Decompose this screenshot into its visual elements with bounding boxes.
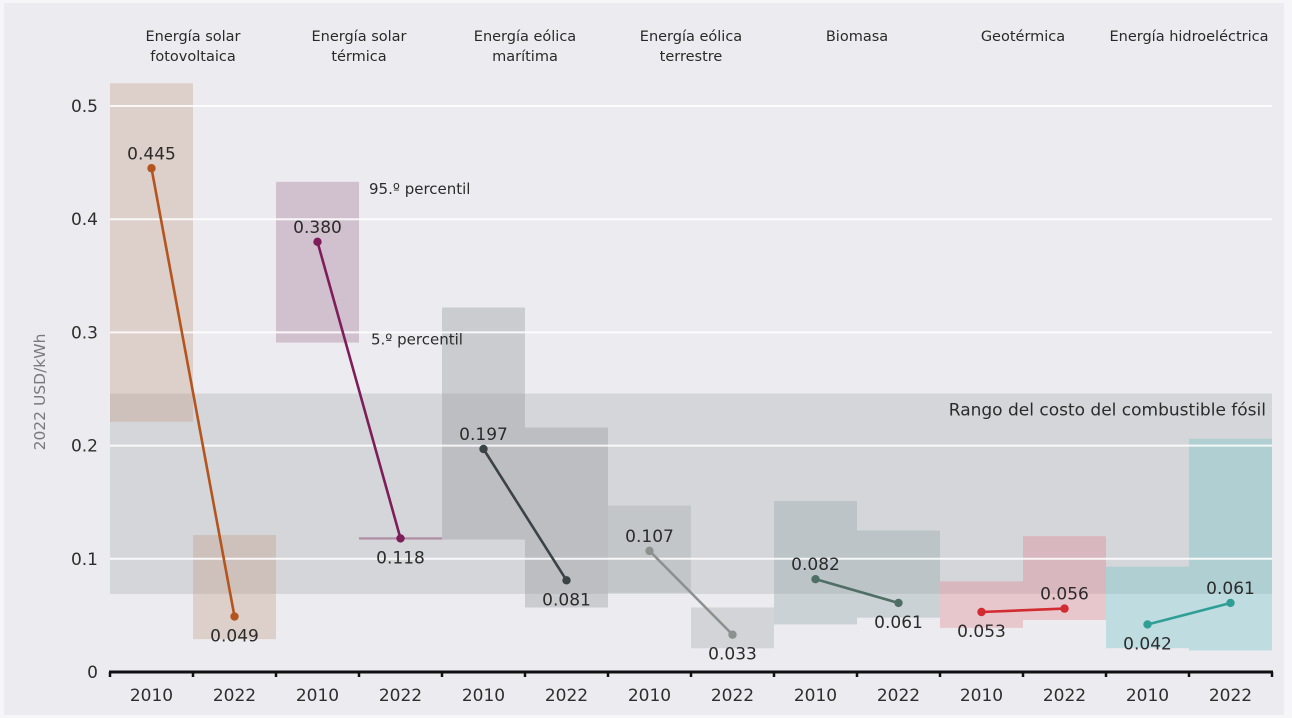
fossil-fuel-range-label: Rango del costo del combustible fósil: [949, 401, 1266, 421]
y-tick-label: 0.2: [71, 437, 98, 457]
value-label-6-2010: 0.042: [1123, 634, 1172, 654]
average-point-0-2010: [147, 164, 156, 173]
category-headers-layer: Energía solar fotovoltaica Energía solar té…: [145, 29, 1268, 65]
x-tick-label-2022: 2022: [1209, 686, 1252, 706]
trend-line-0: [150, 168, 236, 617]
average-point-3-2010: [645, 546, 654, 556]
category-header-line: Energía solar: [311, 29, 406, 45]
annotation-95th-percentile: 95.º percentil: [369, 180, 470, 198]
fossil-fuel-cost-range-band: [110, 393, 1272, 594]
chart-panel: [4, 3, 1284, 715]
value-label-1-2022: 0.118: [376, 548, 425, 568]
range-bar-3-2022: [691, 607, 774, 649]
category-header-line: térmica: [331, 49, 386, 65]
category-header-2: Energía eólica marítima: [474, 29, 576, 65]
trend-line-2: [482, 448, 568, 582]
y-tick-label: 0: [87, 663, 98, 683]
average-point-5-2022: [1060, 604, 1069, 613]
y-tick-label: 0.5: [71, 97, 98, 117]
x-tick-label-2022: 2022: [1043, 686, 1086, 706]
range-bar-4-2010: [774, 501, 857, 625]
value-label-2-2010: 0.197: [459, 425, 508, 445]
category-header-line: Biomasa: [826, 29, 888, 45]
fossil-range-layer: [110, 393, 1272, 594]
range-bar-0-2022: [193, 535, 276, 640]
x-tick-label-2022: 2022: [545, 686, 588, 706]
trend-line-5: [981, 607, 1065, 614]
category-header-6: Energía hidroeléctrica: [1109, 29, 1268, 45]
category-header-line: Energía hidroeléctrica: [1109, 29, 1268, 45]
average-point-0-2022: [230, 612, 239, 621]
value-label-6-2022: 0.061: [1206, 579, 1255, 599]
trend-line-6: [1147, 601, 1231, 626]
gridlines-layer: [110, 105, 1272, 560]
x-tick-label-2010: 2010: [794, 686, 837, 706]
average-point-4-2010: [811, 574, 820, 584]
value-label-3-2022: 0.033: [708, 645, 757, 665]
value-label-1-2010: 0.380: [293, 218, 342, 238]
category-header-5: Geotérmica: [981, 29, 1065, 45]
category-header-4: Biomasa: [826, 29, 888, 45]
average-point-1-2010: [313, 237, 322, 247]
value-label-4-2010: 0.082: [791, 555, 840, 575]
trend-line-1: [316, 241, 402, 539]
value-label-0-2022: 0.049: [210, 627, 259, 647]
category-header-3: Energía eólica terrestre: [640, 29, 742, 65]
category-header-1: Energía solar térmica: [311, 29, 406, 65]
category-header-line: Energía solar: [145, 29, 240, 45]
average-point-2-2010: [479, 444, 488, 454]
range-bar-2-2010: [442, 307, 525, 540]
y-tick-label: 0.3: [71, 323, 98, 343]
category-header-line: terrestre: [660, 49, 723, 65]
value-label-3-2010: 0.107: [625, 527, 674, 547]
annotations-layer: 95.º percentil 5.º percentil Rango del cos…: [369, 180, 1266, 421]
category-header-line: marítima: [492, 49, 558, 65]
value-labels-layer: 0.445 0.049 0.380 0.118 0.197 0.081 0.107 0.033…: [127, 144, 1255, 664]
average-point-6-2010: [1143, 620, 1152, 629]
average-point-1-2022: [396, 534, 405, 543]
range-bar-0-2010: [110, 83, 193, 422]
average-point-3-2022: [728, 630, 737, 639]
x-tick-label-2022: 2022: [877, 686, 920, 706]
range-bar-5-2010: [940, 581, 1023, 628]
x-tick-label-2010: 2010: [628, 686, 671, 706]
x-tick-label-2010: 2010: [130, 686, 173, 706]
y-tick-label: 0.4: [71, 210, 98, 230]
x-tick-label-2010: 2010: [296, 686, 339, 706]
average-point-4-2022: [894, 598, 903, 608]
x-tick-label-2010: 2010: [1126, 686, 1169, 706]
trend-lines-layer: [147, 164, 1235, 639]
average-point-6-2022: [1226, 598, 1235, 608]
average-point-5-2010: [977, 607, 986, 617]
value-label-2-2022: 0.081: [542, 590, 591, 610]
category-header-0: Energía solar fotovoltaica: [145, 29, 240, 65]
category-header-line: Geotérmica: [981, 29, 1065, 45]
y-tick-label: 0.1: [71, 550, 98, 570]
annotation-5th-percentile: 5.º percentil: [371, 331, 463, 349]
y-axis-title: 2022 USD/kWh: [31, 334, 49, 451]
category-header-line: Energía eólica: [474, 29, 576, 45]
range-bar-1-2010: [276, 181, 359, 343]
x-tick-label-2022: 2022: [711, 686, 754, 706]
category-header-line: Energía eólica: [640, 29, 742, 45]
range-bar-6-2022: [1189, 438, 1272, 651]
x-tick-label-2010: 2010: [960, 686, 1003, 706]
x-tick-label-2010: 2010: [462, 686, 505, 706]
value-label-5-2022: 0.056: [1040, 585, 1089, 605]
value-label-4-2022: 0.061: [874, 613, 923, 633]
category-header-line: fotovoltaica: [150, 49, 235, 65]
x-tick-label-2022: 2022: [379, 686, 422, 706]
average-point-2-2022: [562, 576, 571, 585]
axes-layer: 2010 2022 2010 2022 2010 2022 2010 2022 2010 2022…: [31, 97, 1274, 706]
value-label-0-2010: 0.445: [127, 144, 176, 164]
value-label-5-2010: 0.053: [957, 622, 1006, 642]
trend-line-4: [815, 577, 899, 605]
x-tick-label-2022: 2022: [213, 686, 256, 706]
range-bar-6-2010: [1106, 566, 1189, 649]
trend-line-3: [648, 549, 734, 636]
